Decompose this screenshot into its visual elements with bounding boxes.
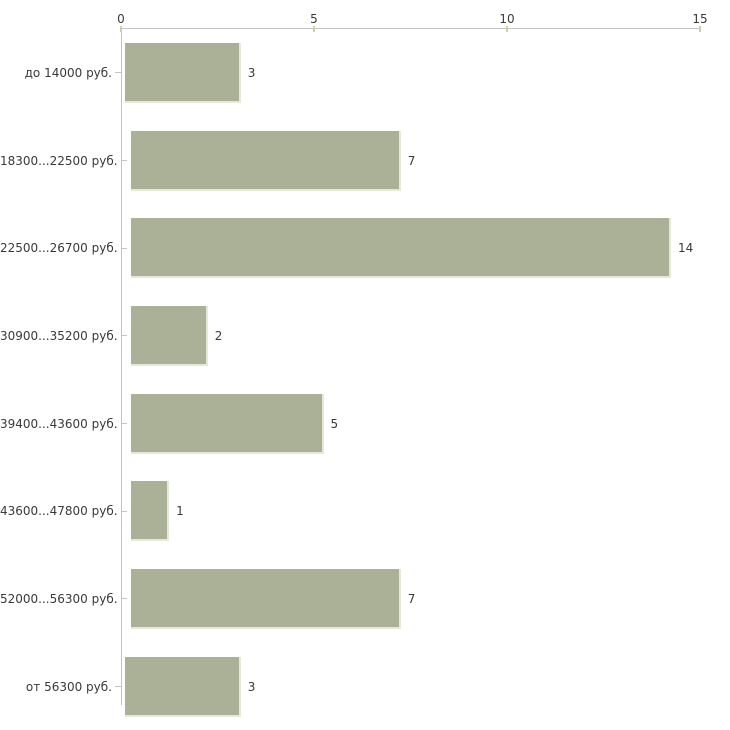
bar: [130, 218, 671, 279]
x-axis-tick-label: 15: [692, 12, 708, 26]
value-label: 7: [407, 153, 416, 168]
category-label: 52000...56300 руб.: [0, 591, 118, 606]
category-label: 43600...47800 руб.: [0, 504, 118, 519]
value-label: 3: [247, 65, 256, 80]
x-axis-tick-mark: [699, 26, 701, 32]
bar-row: 18300...22500 руб. 7: [0, 117, 730, 205]
category-tick-mark: [115, 72, 121, 74]
category-tick-mark: [115, 686, 121, 688]
bar: [130, 393, 324, 454]
category-tick-mark: [120, 335, 127, 337]
bar-row: 52000...56300 руб. 7: [0, 555, 730, 643]
bar: [130, 481, 170, 542]
bar-row: 22500...26700 руб. 14: [0, 204, 730, 292]
value-label: 2: [214, 328, 223, 343]
bar: [130, 568, 401, 629]
bar-rows: до 14000 руб. 3 18300...22500 руб. 7 22500..…: [0, 29, 730, 730]
category-tick-mark: [120, 160, 127, 162]
category-tick-mark: [120, 598, 127, 600]
value-label: 5: [330, 416, 339, 431]
x-axis-tick-mark: [120, 26, 122, 32]
bar: [130, 305, 208, 366]
category-label: 39400...43600 руб.: [0, 416, 118, 431]
value-label: 14: [677, 241, 694, 256]
category-tick-mark: [120, 510, 127, 512]
x-axis-tick-mark: [506, 26, 508, 32]
category-label: до 14000 руб.: [24, 65, 112, 80]
bar-row: 39400...43600 руб. 5: [0, 380, 730, 468]
x-axis-line: [121, 28, 701, 29]
x-axis-tick-mark: [313, 26, 315, 32]
value-label: 7: [407, 591, 416, 606]
bar-row: до 14000 руб. 3: [0, 29, 730, 117]
bar: [130, 130, 401, 191]
category-label: от 56300 руб.: [25, 679, 112, 694]
value-label: 3: [247, 679, 256, 694]
category-label: 18300...22500 руб.: [0, 153, 118, 168]
bar-row: от 56300 руб. 3: [0, 643, 730, 730]
category-tick-mark: [120, 423, 127, 425]
x-axis-tick-label: 10: [499, 12, 515, 26]
bar-row: 43600...47800 руб. 1: [0, 467, 730, 555]
bar: [125, 656, 241, 717]
category-label: 22500...26700 руб.: [0, 241, 118, 256]
bar: [125, 42, 241, 103]
x-axis-tick-label: 0: [117, 12, 125, 26]
category-tick-mark: [120, 247, 127, 249]
x-axis-tick-label: 5: [310, 12, 318, 26]
value-label: 1: [176, 504, 184, 519]
bar-row: 30900...35200 руб. 2: [0, 292, 730, 380]
category-label: 30900...35200 руб.: [0, 328, 118, 343]
y-axis-line: [121, 28, 122, 705]
